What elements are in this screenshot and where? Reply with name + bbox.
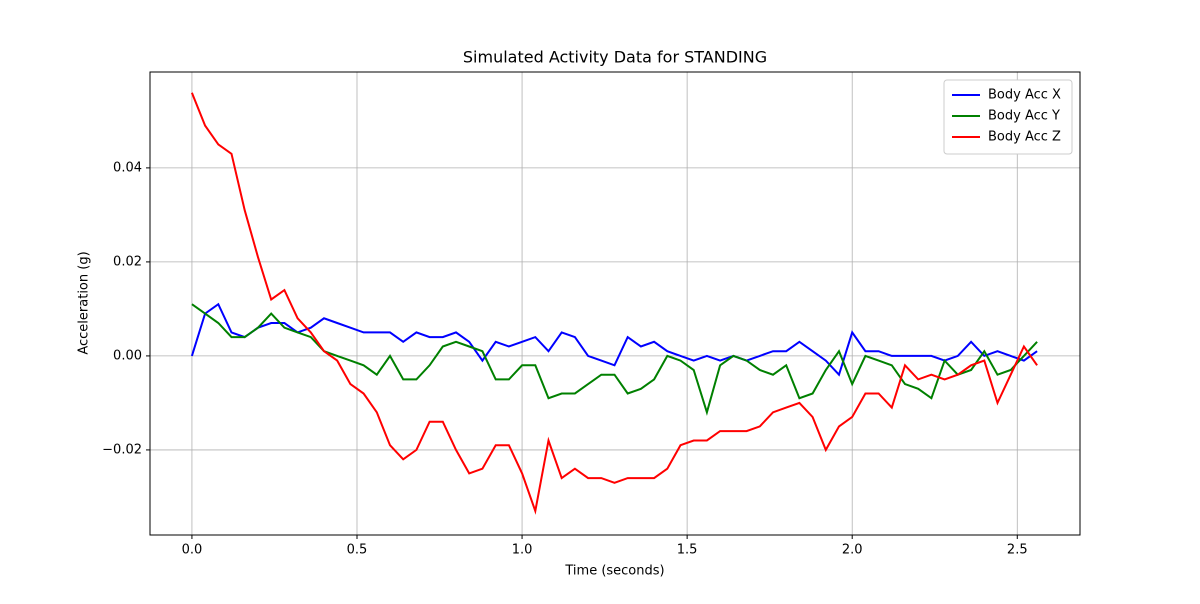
legend-label: Body Acc X (988, 88, 1061, 103)
x-tick-label: 1.5 (677, 543, 698, 558)
y-axis-label: Acceleration (g) (77, 251, 92, 354)
data-line (190, 302, 1038, 377)
x-tick-label: 1.0 (512, 543, 533, 558)
x-tick-label: 0.0 (182, 543, 203, 558)
x-tick-label: 2.0 (842, 543, 863, 558)
legend-label: Body Acc Y (988, 109, 1060, 124)
legend-box (943, 79, 1073, 155)
x-axis-label: Time (seconds) (564, 564, 664, 579)
plot-frame (149, 71, 1081, 536)
y-tick-label: 0.04 (113, 160, 142, 175)
legend-label: Body Acc Z (988, 130, 1061, 145)
x-tick-label: 0.5 (347, 543, 368, 558)
y-tick-label: 0.00 (113, 348, 142, 363)
chart-title: Simulated Activity Data for STANDING (463, 48, 767, 67)
x-tick-label: 2.5 (1007, 543, 1028, 558)
y-tick-label: −0.02 (102, 442, 142, 457)
data-line (190, 92, 1038, 515)
data-line (191, 303, 1038, 416)
y-tick-label: 0.02 (113, 254, 142, 269)
